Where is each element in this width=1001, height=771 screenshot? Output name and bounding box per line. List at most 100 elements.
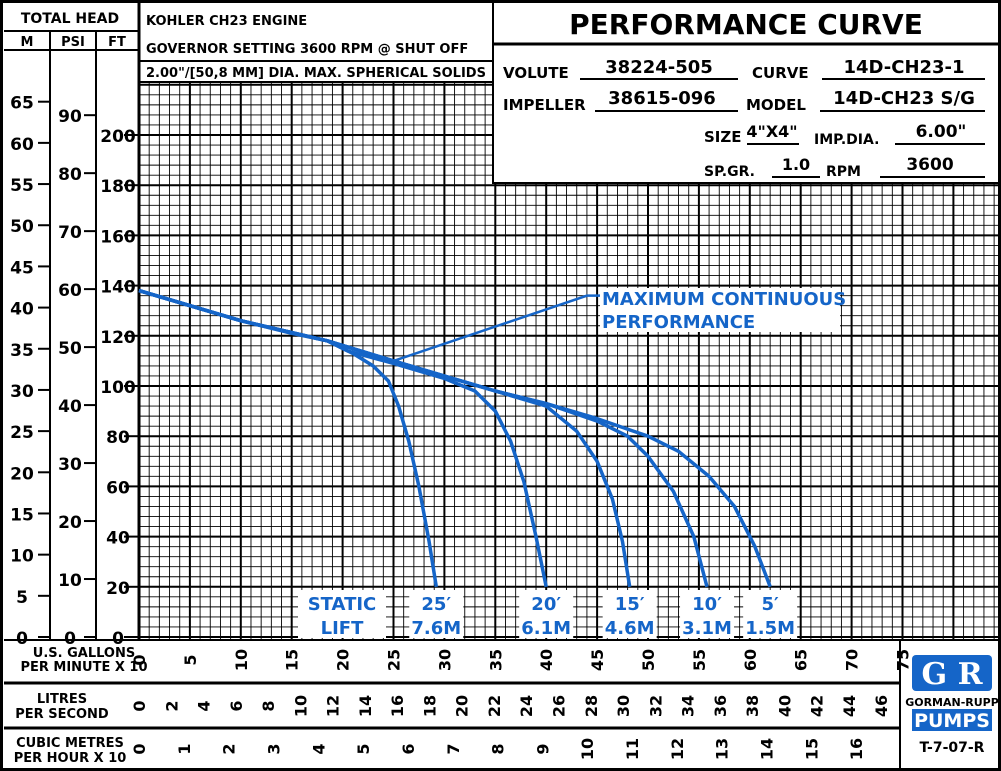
cmh-tick-label: 5: [354, 743, 373, 754]
volute-label: VOLUTE: [503, 64, 569, 82]
cmh-tick-label: 0: [130, 743, 149, 754]
m-tick-label: 35: [10, 341, 34, 361]
m-tick-label: 5: [16, 588, 28, 608]
annotation-line-1: MAXIMUM CONTINUOUS: [602, 289, 846, 310]
gpm-tick-label: 65: [792, 649, 811, 671]
psi-tick-label: 10: [58, 571, 82, 591]
gpm-tick-label: 35: [486, 649, 505, 671]
lift-ft-label: 15′: [615, 594, 645, 615]
lps-tick-label: 16: [388, 695, 407, 717]
spgr-label: SP.GR.: [704, 164, 755, 180]
lps-label-1: LITRES: [37, 692, 87, 707]
psi-tick-label: 90: [58, 107, 82, 127]
cmh-axis-ticks: 0 1 2 3 4 5 6 7 8 9 10 11 12 13 14 15 16: [130, 738, 866, 760]
cmh-tick-label: 3: [264, 743, 283, 754]
gpm-label-1: U.S. GALLONS: [33, 646, 135, 661]
pump-curve-5: [138, 288, 772, 588]
cmh-tick-label: 8: [489, 743, 508, 754]
x-axis-ticks: 0 5 10 15 20 25 30 35 40 45 50 55 60 65 70 75: [130, 649, 913, 671]
gpm-tick-label: 45: [588, 649, 607, 671]
brand-name: GORMAN-RUPP: [905, 696, 999, 709]
lift-ft-label: 20′: [531, 594, 561, 615]
model-label: MODEL: [746, 96, 806, 114]
lps-tick-label: 8: [259, 700, 278, 711]
m-tick-label: 40: [10, 300, 34, 320]
lps-tick-label: 42: [808, 695, 827, 717]
cmh-tick-label: 1: [175, 743, 194, 754]
lps-tick-label: 30: [614, 695, 633, 717]
gpm-tick-label: 70: [843, 649, 862, 671]
cmh-tick-label: 10: [578, 738, 597, 760]
ft-column-label: FT: [108, 35, 126, 50]
lps-tick-label: 22: [485, 695, 504, 717]
m-tick-label: 15: [10, 505, 34, 525]
annotation-leader-line: [393, 294, 603, 363]
lps-tick-label: 6: [227, 700, 246, 711]
cmh-tick-label: 4: [309, 743, 328, 754]
lps-tick-label: 38: [743, 695, 762, 717]
cmh-tick-label: 16: [847, 738, 866, 760]
gpm-tick-label: 75: [894, 649, 913, 671]
lps-tick-label: 2: [162, 700, 181, 711]
m-tick-label: 20: [10, 464, 34, 484]
ft-tick-label: 100: [100, 378, 136, 398]
curve-label: CURVE: [752, 64, 809, 82]
size-label: SIZE: [704, 128, 742, 146]
gpm-tick-label: 25: [385, 649, 404, 671]
lift-ft-label: 10′: [692, 594, 722, 615]
psi-tick-label: 70: [58, 223, 82, 243]
lps-label-2: PER SECOND: [15, 707, 109, 722]
cmh-tick-label: 12: [668, 738, 687, 760]
cmh-label-1: CUBIC METRES: [16, 736, 124, 751]
cmh-label-2: PER HOUR X 10: [14, 751, 127, 766]
lps-tick-label: 12: [324, 695, 343, 717]
gpm-tick-label: 5: [181, 654, 200, 665]
psi-tick-label: 40: [58, 397, 82, 417]
lps-tick-label: 0: [130, 700, 149, 711]
m-tick-label: 60: [10, 135, 34, 155]
gpm-tick-label: 55: [690, 649, 709, 671]
impeller-value: 38615-096: [608, 88, 716, 109]
ft-tick-label: 20: [106, 579, 130, 599]
spgr-value: 1.0: [782, 155, 810, 174]
y-axis-ticks: 0204060801001201401601802000102030405060…: [10, 94, 139, 649]
impdia-value: 6.00": [916, 122, 967, 142]
max-continuous-annotation: MAXIMUM CONTINUOUS PERFORMANCE: [393, 288, 846, 363]
lift-m-label: 1.5M: [745, 618, 795, 639]
m-tick-label: 30: [10, 382, 34, 402]
impeller-label: IMPELLER: [503, 96, 586, 114]
solids-text: 2.00"/[50,8 MM] DIA. MAX. SPHERICAL SOLI…: [146, 66, 486, 81]
governor-text: GOVERNOR SETTING 3600 RPM @ SHUT OFF: [146, 42, 468, 57]
gpm-tick-label: 10: [232, 649, 251, 671]
lps-tick-label: 40: [775, 695, 794, 717]
gpm-tick-label: 15: [283, 649, 302, 671]
psi-tick-label: 80: [58, 165, 82, 185]
rpm-label: RPM: [826, 164, 861, 180]
ft-tick-label: 180: [100, 177, 136, 197]
size-value: 4"X4": [746, 122, 797, 141]
annotation-line-2: PERFORMANCE: [602, 312, 755, 333]
lps-tick-label: 44: [840, 695, 859, 717]
m-tick-label: 50: [10, 217, 34, 237]
psi-tick-label: 60: [58, 281, 82, 301]
ft-tick-label: 40: [106, 529, 130, 549]
lift-ft-label: 5′: [762, 594, 780, 615]
lps-tick-label: 24: [517, 695, 536, 717]
cmh-tick-label: 2: [220, 743, 239, 754]
lps-tick-label: 14: [356, 695, 375, 717]
lift-m-label: 7.6M: [411, 618, 461, 639]
lps-tick-label: 36: [711, 695, 730, 717]
lift-label: LIFT: [321, 618, 364, 639]
lps-tick-label: 4: [195, 700, 214, 711]
lps-tick-label: 20: [453, 695, 472, 717]
engine-text: KOHLER CH23 ENGINE: [146, 14, 307, 29]
ft-tick-label: 160: [100, 227, 136, 247]
lps-tick-label: 18: [420, 695, 439, 717]
lps-tick-label: 46: [872, 695, 891, 717]
cmh-tick-label: 14: [758, 738, 777, 760]
model-value: 14D-CH23 S/G: [833, 88, 975, 109]
psi-tick-label: 30: [58, 455, 82, 475]
spec-box: [492, 1, 1000, 184]
lps-tick-label: 10: [291, 695, 310, 717]
